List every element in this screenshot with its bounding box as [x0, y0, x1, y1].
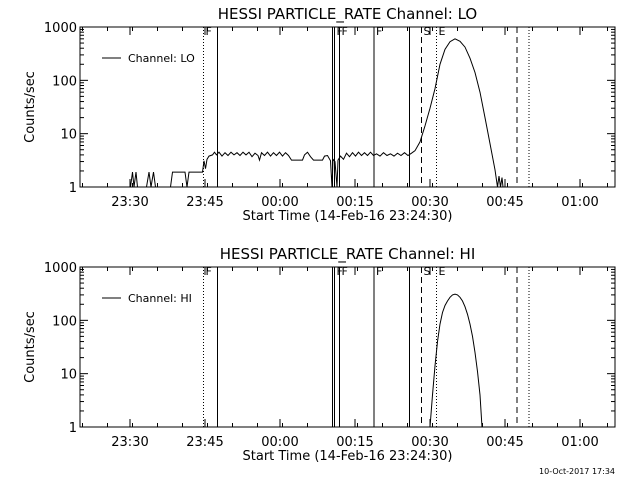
x-tick-label: 23:45 [186, 435, 223, 450]
chart-title: HESSI PARTICLE_RATE Channel: LO [218, 5, 477, 24]
x-tick-label: 23:30 [111, 195, 148, 210]
x-tick-label: 00:00 [261, 195, 298, 210]
y-tick-label: 10 [60, 368, 77, 383]
event-label: E [439, 25, 446, 38]
x-tick-label: 00:15 [336, 195, 373, 210]
plot-frame [79, 26, 616, 188]
x-tick-label: 00:00 [261, 435, 298, 450]
event-label: F [342, 265, 348, 278]
y-tick-label: 10 [60, 128, 77, 143]
event-label: F [206, 265, 212, 278]
chart-panel-hi: HESSI PARTICLE_RATE Channel: HI 1 10 100 100… [23, 245, 616, 464]
event-label: F [376, 265, 382, 278]
x-tick-label: 00:30 [411, 195, 448, 210]
footer-date: 10-Oct-2017 17:34 [539, 467, 615, 476]
x-tick-label: 23:30 [111, 435, 148, 450]
series-line [130, 38, 504, 188]
y-tick-label: 100 [52, 74, 77, 89]
chart-panel-lo: HESSI PARTICLE_RATE Channel: LO 1 10 100 100… [23, 5, 616, 224]
x-tick-label: 00:15 [336, 435, 373, 450]
event-label: F [342, 25, 348, 38]
series-line [429, 293, 483, 428]
y-tick-label: 1 [69, 421, 77, 436]
x-axis-label: Start Time (14-Feb-16 23:24:30) [243, 449, 453, 464]
x-tick-label: 00:45 [486, 195, 523, 210]
x-tick-label: 00:30 [411, 435, 448, 450]
event-label: E [439, 265, 446, 278]
x-tick-label: 00:45 [486, 435, 523, 450]
x-tick-label: 01:00 [561, 195, 598, 210]
legend-label: Channel: LO [128, 52, 195, 65]
y-tick-label: 100 [52, 314, 77, 329]
x-tick-label: 01:00 [561, 435, 598, 450]
event-label: S [424, 265, 431, 278]
event-label: F [206, 25, 212, 38]
y-axis-label: Counts/sec [23, 311, 38, 383]
y-tick-label: 1000 [44, 261, 77, 276]
x-tick-label: 23:45 [186, 195, 223, 210]
legend-label: Channel: HI [128, 292, 192, 305]
event-label: S [424, 25, 431, 38]
y-axis-label: Counts/sec [23, 71, 38, 143]
event-label: F [376, 25, 382, 38]
x-axis-label: Start Time (14-Feb-16 23:24:30) [243, 209, 453, 224]
y-tick-label: 1000 [44, 21, 77, 36]
y-tick-label: 1 [69, 181, 77, 196]
plot-frame [79, 266, 616, 428]
chart-title: HESSI PARTICLE_RATE Channel: HI [220, 245, 476, 264]
